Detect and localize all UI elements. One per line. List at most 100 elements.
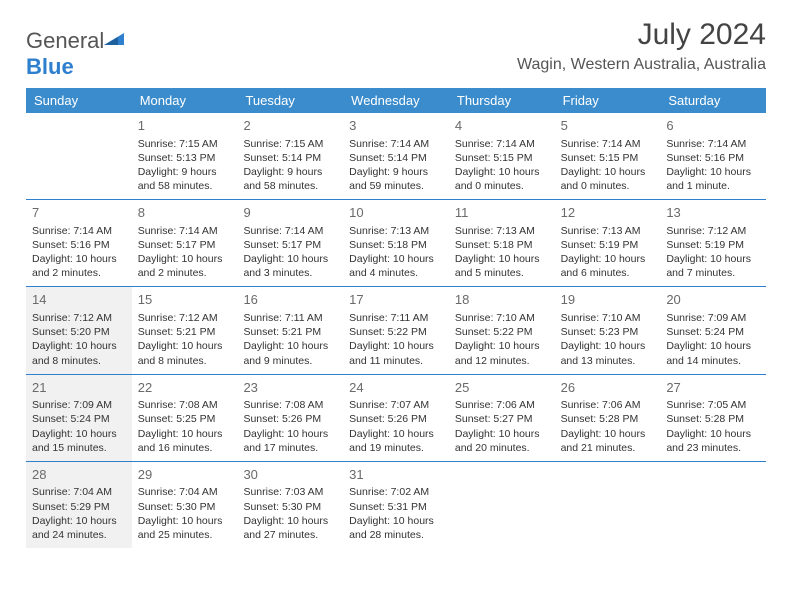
day-sunset: Sunset: 5:18 PM <box>455 238 549 252</box>
day-sunset: Sunset: 5:22 PM <box>455 325 549 339</box>
day-cell: 22Sunrise: 7:08 AMSunset: 5:25 PMDayligh… <box>132 375 238 461</box>
day-day1: Daylight: 10 hours <box>32 252 126 266</box>
day-sunrise: Sunrise: 7:04 AM <box>32 485 126 499</box>
day-cell: 8Sunrise: 7:14 AMSunset: 5:17 PMDaylight… <box>132 200 238 286</box>
day-day1: Daylight: 10 hours <box>243 427 337 441</box>
day-cell: 23Sunrise: 7:08 AMSunset: 5:26 PMDayligh… <box>237 375 343 461</box>
day-day2: and 21 minutes. <box>561 441 655 455</box>
day-day2: and 9 minutes. <box>243 354 337 368</box>
day-number: 25 <box>455 379 549 397</box>
logo-text: General Blue <box>26 28 124 80</box>
day-day1: Daylight: 10 hours <box>243 514 337 528</box>
day-sunrise: Sunrise: 7:14 AM <box>455 137 549 151</box>
day-sunrise: Sunrise: 7:12 AM <box>32 311 126 325</box>
day-day1: Daylight: 10 hours <box>666 339 760 353</box>
day-day1: Daylight: 10 hours <box>455 339 549 353</box>
day-day2: and 7 minutes. <box>666 266 760 280</box>
day-day1: Daylight: 9 hours <box>138 165 232 179</box>
day-number: 22 <box>138 379 232 397</box>
day-sunrise: Sunrise: 7:08 AM <box>243 398 337 412</box>
day-sunrise: Sunrise: 7:08 AM <box>138 398 232 412</box>
dow-saturday: Saturday <box>660 88 766 113</box>
day-day1: Daylight: 10 hours <box>349 252 443 266</box>
day-cell: 27Sunrise: 7:05 AMSunset: 5:28 PMDayligh… <box>660 375 766 461</box>
day-sunset: Sunset: 5:28 PM <box>561 412 655 426</box>
day-number: 11 <box>455 204 549 222</box>
week-row: 7Sunrise: 7:14 AMSunset: 5:16 PMDaylight… <box>26 200 766 287</box>
day-sunset: Sunset: 5:30 PM <box>243 500 337 514</box>
day-day2: and 59 minutes. <box>349 179 443 193</box>
day-sunset: Sunset: 5:17 PM <box>138 238 232 252</box>
day-cell: 2Sunrise: 7:15 AMSunset: 5:14 PMDaylight… <box>237 113 343 199</box>
day-day2: and 6 minutes. <box>561 266 655 280</box>
day-number: 7 <box>32 204 126 222</box>
day-sunset: Sunset: 5:31 PM <box>349 500 443 514</box>
day-day2: and 2 minutes. <box>32 266 126 280</box>
day-cell: 6Sunrise: 7:14 AMSunset: 5:16 PMDaylight… <box>660 113 766 199</box>
day-day1: Daylight: 10 hours <box>455 165 549 179</box>
day-day1: Daylight: 10 hours <box>666 165 760 179</box>
day-sunset: Sunset: 5:14 PM <box>243 151 337 165</box>
day-number: 12 <box>561 204 655 222</box>
day-cell: 19Sunrise: 7:10 AMSunset: 5:23 PMDayligh… <box>555 287 661 373</box>
day-day1: Daylight: 10 hours <box>666 252 760 266</box>
day-number: 2 <box>243 117 337 135</box>
day-cell: 7Sunrise: 7:14 AMSunset: 5:16 PMDaylight… <box>26 200 132 286</box>
day-day1: Daylight: 10 hours <box>561 165 655 179</box>
week-row: 14Sunrise: 7:12 AMSunset: 5:20 PMDayligh… <box>26 287 766 374</box>
week-row: 1Sunrise: 7:15 AMSunset: 5:13 PMDaylight… <box>26 113 766 200</box>
day-day2: and 27 minutes. <box>243 528 337 542</box>
day-day1: Daylight: 10 hours <box>243 339 337 353</box>
day-sunrise: Sunrise: 7:09 AM <box>666 311 760 325</box>
day-day2: and 14 minutes. <box>666 354 760 368</box>
dow-sunday: Sunday <box>26 88 132 113</box>
day-day2: and 13 minutes. <box>561 354 655 368</box>
day-sunset: Sunset: 5:21 PM <box>138 325 232 339</box>
day-day1: Daylight: 10 hours <box>455 427 549 441</box>
day-cell: 31Sunrise: 7:02 AMSunset: 5:31 PMDayligh… <box>343 462 449 548</box>
calendar: Sunday Monday Tuesday Wednesday Thursday… <box>26 88 766 548</box>
day-sunset: Sunset: 5:20 PM <box>32 325 126 339</box>
logo-general: General <box>26 28 104 53</box>
day-cell: 10Sunrise: 7:13 AMSunset: 5:18 PMDayligh… <box>343 200 449 286</box>
day-number: 24 <box>349 379 443 397</box>
day-sunrise: Sunrise: 7:12 AM <box>666 224 760 238</box>
day-sunrise: Sunrise: 7:10 AM <box>561 311 655 325</box>
day-sunrise: Sunrise: 7:04 AM <box>138 485 232 499</box>
day-day2: and 8 minutes. <box>32 354 126 368</box>
day-sunset: Sunset: 5:27 PM <box>455 412 549 426</box>
day-number: 30 <box>243 466 337 484</box>
day-day1: Daylight: 10 hours <box>138 427 232 441</box>
day-sunrise: Sunrise: 7:14 AM <box>349 137 443 151</box>
day-sunset: Sunset: 5:16 PM <box>32 238 126 252</box>
day-number: 29 <box>138 466 232 484</box>
day-sunset: Sunset: 5:28 PM <box>666 412 760 426</box>
day-cell: 4Sunrise: 7:14 AMSunset: 5:15 PMDaylight… <box>449 113 555 199</box>
day-cell: 15Sunrise: 7:12 AMSunset: 5:21 PMDayligh… <box>132 287 238 373</box>
day-day2: and 15 minutes. <box>32 441 126 455</box>
day-day2: and 25 minutes. <box>138 528 232 542</box>
day-sunset: Sunset: 5:17 PM <box>243 238 337 252</box>
day-cell: 18Sunrise: 7:10 AMSunset: 5:22 PMDayligh… <box>449 287 555 373</box>
day-day2: and 20 minutes. <box>455 441 549 455</box>
day-day1: Daylight: 10 hours <box>561 339 655 353</box>
day-cell: 28Sunrise: 7:04 AMSunset: 5:29 PMDayligh… <box>26 462 132 548</box>
day-number: 4 <box>455 117 549 135</box>
day-day2: and 4 minutes. <box>349 266 443 280</box>
day-sunset: Sunset: 5:19 PM <box>561 238 655 252</box>
day-cell: 30Sunrise: 7:03 AMSunset: 5:30 PMDayligh… <box>237 462 343 548</box>
dow-thursday: Thursday <box>449 88 555 113</box>
day-cell: 25Sunrise: 7:06 AMSunset: 5:27 PMDayligh… <box>449 375 555 461</box>
day-day2: and 24 minutes. <box>32 528 126 542</box>
day-cell: 1Sunrise: 7:15 AMSunset: 5:13 PMDaylight… <box>132 113 238 199</box>
day-sunrise: Sunrise: 7:06 AM <box>561 398 655 412</box>
day-cell: 14Sunrise: 7:12 AMSunset: 5:20 PMDayligh… <box>26 287 132 373</box>
day-sunset: Sunset: 5:29 PM <box>32 500 126 514</box>
day-day1: Daylight: 10 hours <box>349 514 443 528</box>
day-sunrise: Sunrise: 7:02 AM <box>349 485 443 499</box>
day-number: 14 <box>32 291 126 309</box>
day-sunset: Sunset: 5:16 PM <box>666 151 760 165</box>
day-day2: and 11 minutes. <box>349 354 443 368</box>
day-sunrise: Sunrise: 7:12 AM <box>138 311 232 325</box>
day-day2: and 3 minutes. <box>243 266 337 280</box>
